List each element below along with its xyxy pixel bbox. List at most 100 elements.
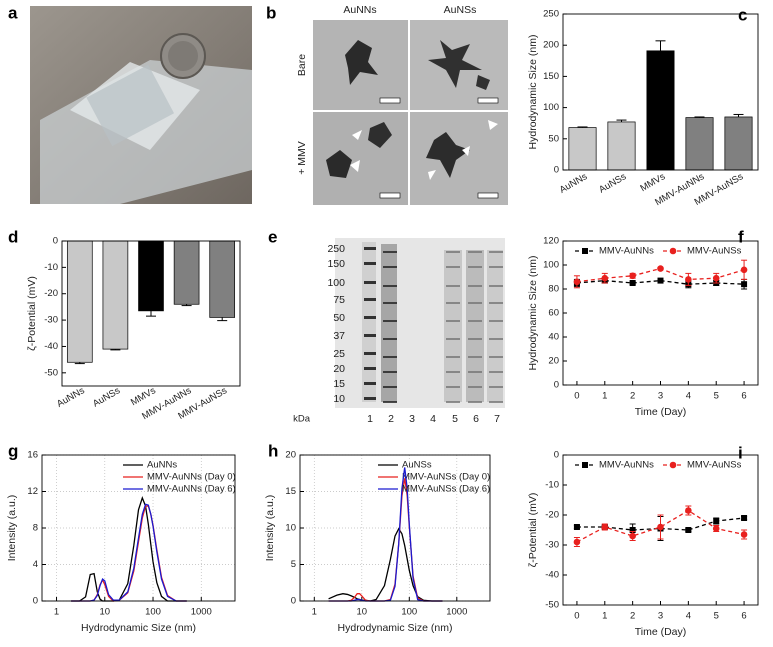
bar [66,240,93,363]
plot-frame [61,240,241,387]
x-tick-label: 2 [630,391,635,402]
y-tick-label: -50 [545,600,559,611]
gel-band [468,251,482,253]
gel-band [383,251,397,253]
marker [573,278,581,286]
y-tick-label: -10 [545,480,559,491]
gel-band [383,371,397,373]
marker [573,538,581,546]
ladder-label: 20 [333,363,345,375]
marker [573,524,580,530]
y-axis-label: ζ-Potential (mV) [527,493,539,568]
x-axis-label: Time (Day) [635,626,687,638]
y-tick-label: -20 [44,288,58,299]
legend-label: MMV-AuNNs [599,246,654,257]
marker [712,525,720,532]
panel-label: f [738,227,744,246]
marker [601,523,609,531]
gel-band [489,302,503,304]
x-tick-label: 1000 [446,607,467,618]
gel-band [446,356,460,358]
x-tick-label: AuNNs [558,171,590,196]
tem-images: AuNNs AuNSs Bare + MMV [296,4,508,205]
gel-band [446,338,460,340]
y-tick-label: 16 [27,450,38,461]
marker [740,266,748,274]
x-tick-label: 1 [54,607,59,618]
legend-marker [582,462,588,468]
bar [173,240,200,305]
x-tick-label: 2 [630,611,635,622]
gel-band [468,356,482,358]
y-tick-label: 5 [291,559,296,570]
y-tick-label: 0 [33,596,38,607]
y-tick-label: 100 [543,102,559,113]
photo [30,6,252,204]
gel-band [489,285,503,287]
x-tick-label: 1 [602,611,607,622]
gel-band [383,320,397,322]
legend-marker [669,461,677,469]
x-tick-label: 100 [145,607,161,618]
bar [646,50,675,171]
y-tick-label: 15 [285,486,296,497]
ladder-label: 100 [327,277,345,289]
x-tick-label: 6 [741,611,746,622]
x-tick-label: 10 [357,607,368,618]
y-tick-label: -20 [545,510,559,521]
y-tick-label: 250 [543,9,559,20]
x-tick-label: 3 [658,611,663,622]
marker [629,280,636,286]
bar [607,121,636,171]
gel [335,238,505,408]
y-tick-label: 120 [543,236,559,247]
y-tick-label: -40 [44,341,58,352]
ladder-label: 250 [327,243,345,255]
legend-label: MMV-AuNSs [687,460,742,471]
gel-band [489,371,503,373]
y-axis-label: Hydrodynamic Size (nm) [527,256,539,371]
gel-band [468,338,482,340]
gel-band [489,266,503,268]
legend-marker [669,247,677,255]
marker [741,515,748,521]
marker [657,523,664,531]
legend-marker [582,248,588,254]
ladder-label: 50 [333,312,345,324]
x-tick-label: 6 [741,391,746,402]
gel-band [383,386,397,388]
legend-label: MMV-AuNSs [687,246,742,257]
marker [685,527,692,533]
x-tick-label: 1 [312,607,317,618]
x-tick-label: 5 [714,391,719,402]
ladder-label: 37 [333,330,345,342]
plot-frame [562,240,759,386]
legend-label: MMV-AuNSs (Day 0) [402,472,490,483]
gel-band [383,266,397,268]
x-tick-label: 100 [401,607,417,618]
ladder-label: 25 [333,348,345,360]
gel-band [489,251,503,253]
panel-label: h [268,441,278,460]
bar [568,127,597,171]
x-tick-label: 1 [602,391,607,402]
legend-label: MMV-AuNNs [599,460,654,471]
legend-label: AuNSs [402,460,432,471]
y-tick-label: -40 [545,570,559,581]
chart: 0 20 40 60 80 100 120 Hydrodynamic Size (nm) 0 1 2… [527,236,759,418]
y-tick-label: -30 [545,540,559,551]
lane-label: 6 [473,413,479,425]
panel-label: d [8,227,18,246]
marker [740,531,748,538]
ladder-label: 150 [327,258,345,270]
gel-band [468,320,482,322]
y-axis-label: ζ-Potential (mV) [26,276,38,351]
y-tick-label: 0 [554,165,559,176]
marker [713,518,720,524]
y-tick-label: 150 [543,71,559,82]
y-tick-label: 0 [53,236,58,247]
gel-band [489,356,503,358]
y-tick-label: 12 [27,486,38,497]
y-tick-label: 8 [33,523,38,534]
